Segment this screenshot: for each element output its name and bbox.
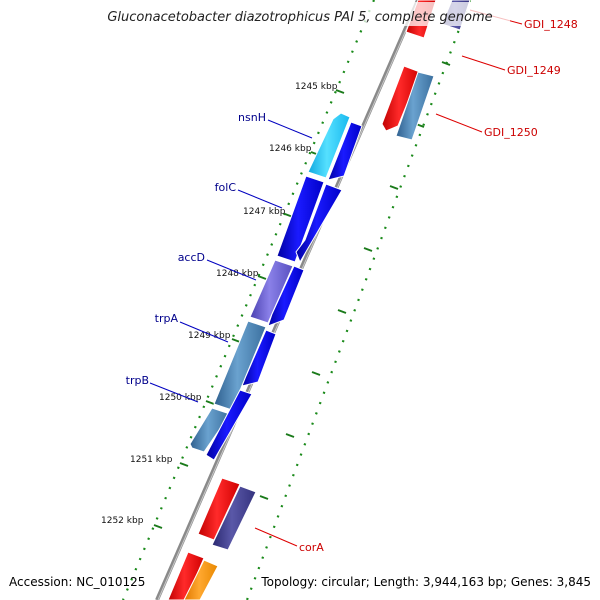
tick-label: 1252 kbp — [101, 516, 144, 526]
gene-accD[interactable] — [249, 259, 294, 324]
gene-corA[interactable] — [211, 485, 257, 551]
gene-label-folC: folC — [215, 181, 237, 194]
tick-label: 1248 kbp — [216, 269, 259, 279]
title-backdrop — [90, 2, 510, 26]
gene-blue-rev-3[interactable] — [267, 265, 305, 327]
page-title: Gluconacetobacter diazotrophicus PAI 5, … — [107, 10, 493, 25]
gene-blue-rev-4[interactable] — [241, 329, 277, 387]
gene-GDI_1250[interactable] — [395, 71, 435, 141]
tick-label: 1247 kbp — [243, 207, 286, 217]
gene-blue-rev-2[interactable] — [295, 183, 343, 264]
gene-label-accD: accD — [178, 251, 205, 264]
gene-label-nsnH: nsnH — [238, 111, 266, 124]
gene-red-lower[interactable] — [167, 551, 205, 600]
gene-label-trpA: trpA — [155, 312, 179, 325]
gene-blue-rev-5[interactable] — [205, 389, 253, 461]
accession-label: Accession: NC_010125 — [9, 575, 146, 589]
topology-label: Topology: circular; Length: 3,944,163 bp… — [261, 575, 591, 589]
gene-GDI_1249[interactable] — [381, 65, 421, 132]
gene-trpB[interactable] — [189, 407, 231, 453]
inner-track-ticks — [259, 61, 451, 500]
left-label-leaders — [149, 119, 313, 403]
dotted-track-inner — [245, 0, 472, 600]
gene-label-GDI_1248: GDI_1248 — [524, 18, 578, 31]
tick-label: 1251 kbp — [130, 455, 173, 465]
reverse-genes — [183, 0, 471, 600]
gene-label-corA: corA — [299, 541, 324, 554]
tick-label: 1250 kbp — [159, 393, 202, 403]
gene-label-trpB: trpB — [126, 374, 149, 387]
gene-nsnH[interactable] — [307, 112, 351, 179]
tick-label: 1245 kbp — [295, 82, 338, 92]
gene-blue-rev-1[interactable] — [327, 121, 363, 181]
gene-folC[interactable] — [276, 175, 325, 263]
gene-label-GDI_1250: GDI_1250 — [484, 126, 538, 139]
gene-label-GDI_1249: GDI_1249 — [507, 64, 561, 77]
gene-orange-lower[interactable] — [183, 559, 219, 600]
tick-label: 1249 kbp — [188, 331, 231, 341]
tick-label: 1246 kbp — [269, 144, 312, 154]
